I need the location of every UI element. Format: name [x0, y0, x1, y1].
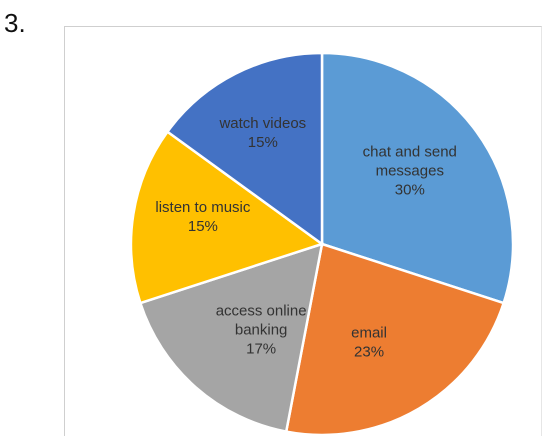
- pie-slice-access-online-banking: [138, 242, 324, 434]
- pie-slice-label: chat and send messages 30%: [363, 143, 457, 198]
- pie-slice-chat-and-send-messages: [320, 51, 515, 305]
- pie-slice-label: email 23%: [351, 325, 387, 361]
- question-number: 3.: [4, 8, 26, 38]
- pie-slice-watch-videos: [165, 51, 324, 247]
- pie-slice-label: watch videos 15%: [218, 115, 306, 151]
- chart-frame: chat and send messages 30% email 23% access o…: [64, 26, 542, 437]
- pie-slice-listen-to-music: [129, 129, 325, 305]
- pie-chart: chat and send messages 30% email 23% access o…: [129, 51, 515, 437]
- pie-slice-label: access online banking 17%: [216, 303, 307, 358]
- pie-slice-email: [284, 242, 506, 437]
- pie-slice-label: listen to music 15%: [155, 199, 251, 235]
